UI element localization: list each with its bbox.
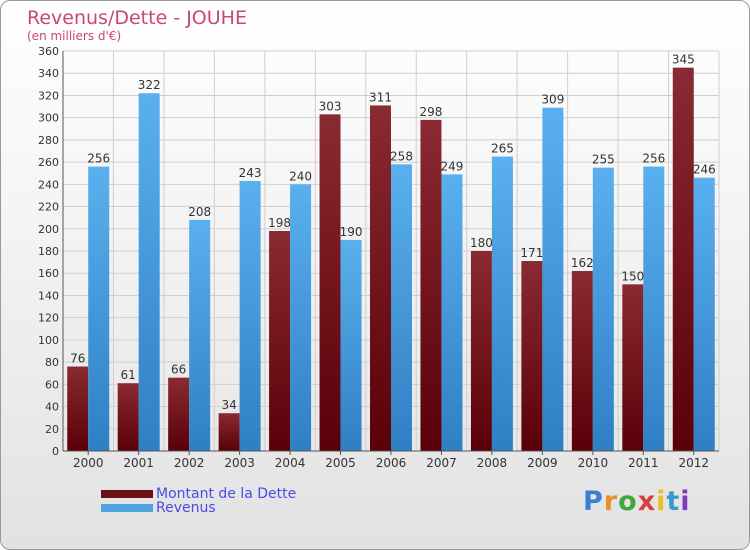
bar-debt-2001 xyxy=(117,383,139,451)
bar-debt-2005 xyxy=(319,114,341,451)
data-label-debt-2000: 76 xyxy=(70,352,85,366)
data-label-revenus-2000: 256 xyxy=(87,152,110,166)
x-tick-label-2000: 2000 xyxy=(73,456,104,470)
y-tick-label: 260 xyxy=(38,156,59,169)
data-label-debt-2007: 298 xyxy=(420,105,443,119)
data-label-revenus-2010: 255 xyxy=(592,153,615,167)
bar-debt-2004 xyxy=(269,231,291,451)
bar-revenus-2006 xyxy=(391,164,412,452)
data-labels: 76 256 61 322 66 208 34 243 198 240 303 190 311 258 29… xyxy=(70,53,716,413)
x-tick-label-2009: 2009 xyxy=(527,456,558,470)
x-tick-label-2012: 2012 xyxy=(678,456,709,470)
bar-debt-2011 xyxy=(622,284,644,451)
legend-label-revenus: Revenus xyxy=(156,500,216,516)
bar-debt-2008 xyxy=(470,251,492,451)
x-tick-label-2007: 2007 xyxy=(426,456,457,470)
x-tick-label-2004: 2004 xyxy=(275,456,306,470)
data-label-revenus-2011: 256 xyxy=(642,152,665,166)
legend-swatch-revenus xyxy=(101,504,153,512)
data-label-debt-2008: 180 xyxy=(470,236,493,250)
data-label-revenus-2001: 322 xyxy=(138,78,161,92)
y-tick-label: 40 xyxy=(45,401,59,414)
x-tick-label-2005: 2005 xyxy=(325,456,356,470)
bar-debt-2010 xyxy=(571,271,593,451)
bars xyxy=(67,67,715,452)
data-label-debt-2003: 34 xyxy=(221,398,236,412)
bar-revenus-2002 xyxy=(189,219,211,451)
y-tick-label: 280 xyxy=(38,134,59,147)
y-tick-label: 320 xyxy=(38,89,59,102)
y-tick-label: 160 xyxy=(38,267,59,280)
bar-debt-2000 xyxy=(67,366,89,451)
y-tick-label: 300 xyxy=(38,112,59,125)
bar-debt-2003 xyxy=(218,413,240,451)
bar-debt-2009 xyxy=(521,261,543,451)
bar-revenus-2005 xyxy=(340,239,362,451)
data-label-revenus-2007: 249 xyxy=(441,159,464,173)
x-tick-label-2011: 2011 xyxy=(628,456,659,470)
y-tick-label: 20 xyxy=(45,423,59,436)
data-label-revenus-2003: 243 xyxy=(239,166,262,180)
x-tick-label-2010: 2010 xyxy=(578,456,609,470)
x-tick-label-2002: 2002 xyxy=(174,456,205,470)
data-label-debt-2011: 150 xyxy=(621,269,644,283)
data-label-debt-2002: 66 xyxy=(171,363,186,377)
data-label-debt-2009: 171 xyxy=(520,246,543,260)
data-label-debt-2004: 198 xyxy=(268,216,291,230)
y-tick-label: 120 xyxy=(38,312,59,325)
y-tick-label: 240 xyxy=(38,178,59,191)
legend-swatch-debt xyxy=(101,490,153,498)
bar-debt-2012 xyxy=(672,67,694,452)
y-tick-label: 200 xyxy=(38,223,59,236)
y-tick-label: 180 xyxy=(38,245,59,258)
data-label-debt-2010: 162 xyxy=(571,256,594,270)
bar-revenus-2003 xyxy=(239,181,261,451)
bar-revenus-2000 xyxy=(88,166,110,452)
data-label-revenus-2008: 265 xyxy=(491,142,514,156)
bar-debt-2006 xyxy=(370,105,391,451)
bar-revenus-2008 xyxy=(491,156,513,452)
bar-revenus-2012 xyxy=(693,177,715,451)
x-tick-label-2003: 2003 xyxy=(224,456,255,470)
y-tick-label: 360 xyxy=(38,45,59,58)
data-label-revenus-2006: 258 xyxy=(390,149,413,163)
bar-revenus-2009 xyxy=(542,107,564,452)
y-tick-label: 340 xyxy=(38,67,59,80)
bar-revenus-2007 xyxy=(441,174,463,452)
y-tick-label: 80 xyxy=(45,356,59,369)
x-tick-label-2001: 2001 xyxy=(123,456,154,470)
data-label-debt-2006: 311 xyxy=(369,90,392,104)
y-tick-label: 100 xyxy=(38,334,59,347)
bar-revenus-2001 xyxy=(138,93,160,451)
chart-title: Revenus/Dette - JOUHE xyxy=(27,7,247,29)
y-tick-label: 220 xyxy=(38,201,59,214)
data-label-revenus-2005: 190 xyxy=(340,225,363,239)
y-tick-label: 0 xyxy=(52,445,59,458)
data-label-revenus-2009: 309 xyxy=(541,93,564,107)
y-tick-label: 140 xyxy=(38,289,59,302)
data-label-revenus-2004: 240 xyxy=(289,169,312,183)
axes: 0 20 40 60 80 100 120 140 160 180 200 220 240 260 280 3… xyxy=(38,45,719,470)
x-tick-label-2008: 2008 xyxy=(477,456,508,470)
bar-revenus-2004 xyxy=(290,184,312,452)
legend-label-debt: Montant de la Dette xyxy=(156,486,297,502)
proxiti-logo: Proxiti xyxy=(583,486,691,517)
data-label-revenus-2012: 246 xyxy=(693,163,716,177)
data-label-revenus-2002: 208 xyxy=(188,205,211,219)
bar-debt-2007 xyxy=(420,119,442,451)
x-tick-label-2006: 2006 xyxy=(376,456,407,470)
data-label-debt-2001: 61 xyxy=(121,368,136,382)
chart-subtitle: (en milliers d'€) xyxy=(27,29,122,43)
y-tick-label: 60 xyxy=(45,378,59,391)
bar-revenus-2010 xyxy=(592,167,614,451)
data-label-debt-2005: 303 xyxy=(319,99,342,113)
data-label-debt-2012: 345 xyxy=(672,53,695,67)
bar-debt-2002 xyxy=(168,377,190,451)
bar-revenus-2011 xyxy=(643,166,665,452)
